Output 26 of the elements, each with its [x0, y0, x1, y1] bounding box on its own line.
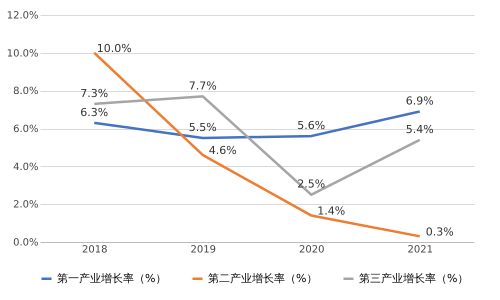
data-label: 2.5%: [297, 178, 326, 191]
legend-label: 第三产业增长率（%）: [359, 272, 468, 285]
legend-label: 第二产业增长率（%）: [208, 272, 318, 285]
data-label: 5.6%: [297, 119, 326, 132]
data-label: 7.3%: [80, 86, 108, 100]
data-label: 6.3%: [80, 106, 108, 119]
y-tick-label: 12.0%: [6, 10, 38, 22]
x-tick-label: 2021: [408, 244, 433, 256]
y-tick-label: 4.0%: [13, 162, 38, 173]
y-tick-label: 10.0%: [6, 48, 38, 60]
y-tick-label: 0.0%: [13, 238, 38, 248]
y-tick-label: 2.0%: [13, 200, 38, 211]
data-label: 7.7%: [188, 79, 217, 92]
data-label: 5.4%: [406, 122, 434, 136]
x-tick-label: 2020: [299, 244, 324, 256]
x-tick-label: 2019: [190, 244, 216, 256]
y-tick-label: 8.0%: [13, 86, 38, 98]
data-label: 6.9%: [406, 94, 434, 108]
data-label: 4.6%: [208, 144, 237, 157]
data-label: 5.5%: [188, 120, 217, 134]
x-tick-label: 2018: [82, 244, 108, 256]
y-tick-label: 6.0%: [13, 124, 38, 135]
data-label: 10.0%: [96, 42, 132, 55]
data-label: 0.3%: [426, 225, 454, 238]
data-label: 1.4%: [317, 204, 346, 218]
legend-label: 第一产业增长率（%）: [57, 272, 166, 285]
